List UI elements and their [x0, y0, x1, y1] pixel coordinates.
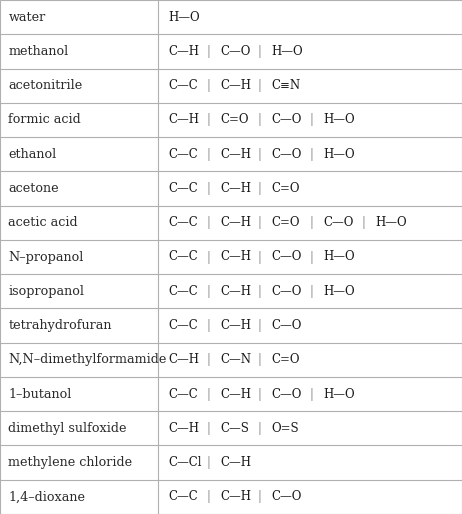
Text: H—O: H—O: [323, 388, 355, 400]
Text: |: |: [206, 490, 210, 503]
Text: acetonitrile: acetonitrile: [8, 79, 83, 92]
Text: C—H: C—H: [168, 114, 199, 126]
Text: C—Cl: C—Cl: [168, 456, 202, 469]
Text: C—O: C—O: [272, 490, 302, 503]
Text: C—H: C—H: [220, 182, 251, 195]
Text: C—O: C—O: [272, 250, 302, 264]
Text: |: |: [206, 422, 210, 435]
Text: C—H: C—H: [168, 422, 199, 435]
Text: acetone: acetone: [8, 182, 59, 195]
Text: C—O: C—O: [272, 319, 302, 332]
Text: C—C: C—C: [168, 490, 198, 503]
Text: H—O: H—O: [323, 250, 355, 264]
Text: C—C: C—C: [168, 148, 198, 161]
Text: |: |: [206, 250, 210, 264]
Text: tetrahydrofuran: tetrahydrofuran: [8, 319, 112, 332]
Text: methylene chloride: methylene chloride: [8, 456, 133, 469]
Text: H—O: H—O: [272, 45, 303, 58]
Text: water: water: [8, 11, 46, 24]
Text: C—H: C—H: [220, 148, 251, 161]
Text: |: |: [206, 319, 210, 332]
Text: N–propanol: N–propanol: [8, 250, 84, 264]
Text: |: |: [206, 456, 210, 469]
Text: |: |: [258, 388, 261, 400]
Text: |: |: [310, 388, 313, 400]
Text: N,N–dimethylformamide: N,N–dimethylformamide: [8, 353, 167, 366]
Text: ethanol: ethanol: [8, 148, 56, 161]
Text: C=O: C=O: [272, 216, 300, 229]
Text: |: |: [206, 182, 210, 195]
Text: dimethyl sulfoxide: dimethyl sulfoxide: [8, 422, 127, 435]
Text: H—O: H—O: [375, 216, 407, 229]
Text: C—H: C—H: [220, 250, 251, 264]
Text: |: |: [206, 148, 210, 161]
Text: C—H: C—H: [220, 285, 251, 298]
Text: |: |: [258, 148, 261, 161]
Text: C—H: C—H: [220, 79, 251, 92]
Text: C—C: C—C: [168, 182, 198, 195]
Text: 1–butanol: 1–butanol: [8, 388, 72, 400]
Text: |: |: [310, 285, 313, 298]
Text: C=O: C=O: [272, 353, 300, 366]
Text: C—C: C—C: [168, 216, 198, 229]
Text: acetic acid: acetic acid: [8, 216, 78, 229]
Text: |: |: [310, 148, 313, 161]
Text: C—H: C—H: [220, 388, 251, 400]
Text: isopropanol: isopropanol: [8, 285, 85, 298]
Text: C—H: C—H: [220, 319, 251, 332]
Text: C—O: C—O: [272, 388, 302, 400]
Text: methanol: methanol: [8, 45, 68, 58]
Text: C—O: C—O: [323, 216, 354, 229]
Text: C—H: C—H: [168, 353, 199, 366]
Text: |: |: [258, 490, 261, 503]
Text: C—S: C—S: [220, 422, 249, 435]
Text: C—N: C—N: [220, 353, 251, 366]
Text: |: |: [258, 285, 261, 298]
Text: |: |: [310, 114, 313, 126]
Text: |: |: [258, 353, 261, 366]
Text: |: |: [258, 182, 261, 195]
Text: C—O: C—O: [220, 45, 250, 58]
Text: |: |: [258, 422, 261, 435]
Text: |: |: [206, 79, 210, 92]
Text: H—O: H—O: [323, 114, 355, 126]
Text: H—O: H—O: [168, 11, 200, 24]
Text: C—H: C—H: [168, 45, 199, 58]
Text: formic acid: formic acid: [8, 114, 81, 126]
Text: |: |: [258, 114, 261, 126]
Text: |: |: [310, 250, 313, 264]
Text: |: |: [258, 79, 261, 92]
Text: |: |: [206, 45, 210, 58]
Text: C=O: C=O: [272, 182, 300, 195]
Text: C=O: C=O: [220, 114, 249, 126]
Text: |: |: [206, 216, 210, 229]
Text: |: |: [361, 216, 365, 229]
Text: H—O: H—O: [323, 285, 355, 298]
Text: |: |: [258, 250, 261, 264]
Text: C—H: C—H: [220, 456, 251, 469]
Text: O=S: O=S: [272, 422, 299, 435]
Text: C≡N: C≡N: [272, 79, 301, 92]
Text: C—C: C—C: [168, 285, 198, 298]
Text: |: |: [206, 285, 210, 298]
Text: |: |: [310, 216, 313, 229]
Text: |: |: [206, 388, 210, 400]
Text: 1,4–dioxane: 1,4–dioxane: [8, 490, 85, 503]
Text: C—C: C—C: [168, 250, 198, 264]
Text: |: |: [206, 114, 210, 126]
Text: H—O: H—O: [323, 148, 355, 161]
Text: |: |: [258, 45, 261, 58]
Text: C—C: C—C: [168, 319, 198, 332]
Text: C—O: C—O: [272, 285, 302, 298]
Text: |: |: [258, 319, 261, 332]
Text: |: |: [258, 216, 261, 229]
Text: C—C: C—C: [168, 79, 198, 92]
Text: C—H: C—H: [220, 216, 251, 229]
Text: C—H: C—H: [220, 490, 251, 503]
Text: C—C: C—C: [168, 388, 198, 400]
Text: |: |: [206, 353, 210, 366]
Text: C—O: C—O: [272, 114, 302, 126]
Text: C—O: C—O: [272, 148, 302, 161]
